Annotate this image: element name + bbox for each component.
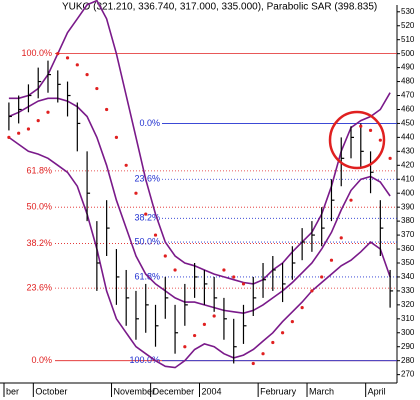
x-tick-label: March xyxy=(309,386,334,396)
sar-dot xyxy=(36,119,40,123)
y-tick-label: 270 xyxy=(401,370,415,379)
sar-dot xyxy=(173,268,177,272)
sar-dot xyxy=(193,333,197,338)
y-tick-label: 400 xyxy=(401,188,415,197)
fib-label: 23.6% xyxy=(134,174,160,184)
sar-dot xyxy=(271,340,275,345)
fib-label: 100.0% xyxy=(129,355,160,365)
fib-label: 50.0% xyxy=(26,202,52,212)
sar-dot xyxy=(105,107,109,112)
y-tick-label: 450 xyxy=(401,119,415,128)
sar-dot xyxy=(183,345,187,349)
sar-dot xyxy=(388,156,392,160)
x-tick-label: November xyxy=(114,386,156,396)
y-tick-label: 340 xyxy=(401,272,415,281)
y-tick-label: 490 xyxy=(401,63,415,72)
sar-dot xyxy=(75,63,79,67)
sar-dot xyxy=(26,127,31,131)
y-tick-label: 420 xyxy=(401,160,415,169)
y-tick-label: 480 xyxy=(401,77,415,86)
y-tick-label: 410 xyxy=(401,174,415,183)
sar-dot xyxy=(280,331,285,335)
y-tick-label: 350 xyxy=(401,258,415,267)
sar-dot xyxy=(65,56,70,60)
y-tick-label: 440 xyxy=(401,132,415,141)
y-tick-label: 320 xyxy=(401,300,415,309)
y-tick-label: 370 xyxy=(401,230,415,239)
sar-dot xyxy=(329,258,334,262)
sar-dot xyxy=(95,86,99,91)
fib-label: 23.6% xyxy=(26,282,52,292)
y-tick-label: 310 xyxy=(401,314,415,323)
band-line xyxy=(8,0,391,285)
sar-dot xyxy=(134,191,138,195)
fib-label: 61.8% xyxy=(26,165,52,175)
fib-label: 50.0% xyxy=(134,236,160,246)
sar-dot xyxy=(310,289,314,293)
sar-dot xyxy=(241,282,246,286)
fib-label: 38.2% xyxy=(134,213,160,223)
y-tick-label: 510 xyxy=(401,35,415,44)
sar-dot xyxy=(144,212,148,216)
y-tick-label: 300 xyxy=(401,328,415,337)
y-tick-label: 290 xyxy=(401,342,415,351)
fib-label: 0.0% xyxy=(139,118,160,128)
sar-dot xyxy=(46,110,50,114)
y-tick-label: 500 xyxy=(401,49,415,58)
y-tick-label: 530 xyxy=(401,7,415,16)
x-tick-label: ber xyxy=(6,386,19,396)
x-tick-label: October xyxy=(35,386,67,396)
highlight-circle xyxy=(328,110,386,170)
band-line xyxy=(8,97,391,315)
sar-dot xyxy=(222,268,226,272)
y-tick-label: 430 xyxy=(401,146,415,155)
sar-dot xyxy=(85,72,89,77)
sar-dot xyxy=(368,128,373,133)
x-tick-label: April xyxy=(368,386,386,396)
y-tick-label: 280 xyxy=(401,356,415,365)
y-tick-label: 380 xyxy=(401,216,415,225)
sar-dot xyxy=(359,124,363,128)
sar-dot xyxy=(7,135,11,139)
sar-dot xyxy=(153,233,158,237)
chart-title: YUKO (321.210, 336.740, 317.000, 335.000… xyxy=(62,2,377,13)
sar-dot xyxy=(378,138,382,142)
sar-dot xyxy=(56,52,60,56)
sar-dot xyxy=(300,306,304,310)
x-tick-label: December xyxy=(153,386,195,396)
y-tick-label: 470 xyxy=(401,91,415,100)
y-tick-label: 360 xyxy=(401,244,415,253)
band-line xyxy=(8,136,391,369)
sar-dot xyxy=(349,198,353,202)
x-tick-label: 2004 xyxy=(202,386,222,396)
sar-dot xyxy=(163,254,167,258)
y-tick-label: 460 xyxy=(401,105,415,114)
fib-label: 38.2% xyxy=(26,238,52,248)
sar-dot xyxy=(251,361,255,366)
y-tick-label: 520 xyxy=(401,21,415,30)
sar-dot xyxy=(114,135,119,139)
sar-dot xyxy=(290,319,294,324)
x-tick-label: February xyxy=(260,386,297,396)
sar-dot xyxy=(320,275,324,279)
sar-dot xyxy=(339,236,343,240)
sar-dot xyxy=(17,131,21,135)
sar-dot xyxy=(232,275,236,279)
sar-dot xyxy=(202,322,206,326)
fib-label: 0.0% xyxy=(31,355,52,365)
sar-dot xyxy=(124,163,128,167)
sar-dot xyxy=(212,314,216,318)
y-tick-label: 330 xyxy=(401,286,415,295)
sar-dot xyxy=(261,352,265,356)
y-tick-label: 390 xyxy=(401,202,415,211)
fib-label: 100.0% xyxy=(21,48,52,58)
